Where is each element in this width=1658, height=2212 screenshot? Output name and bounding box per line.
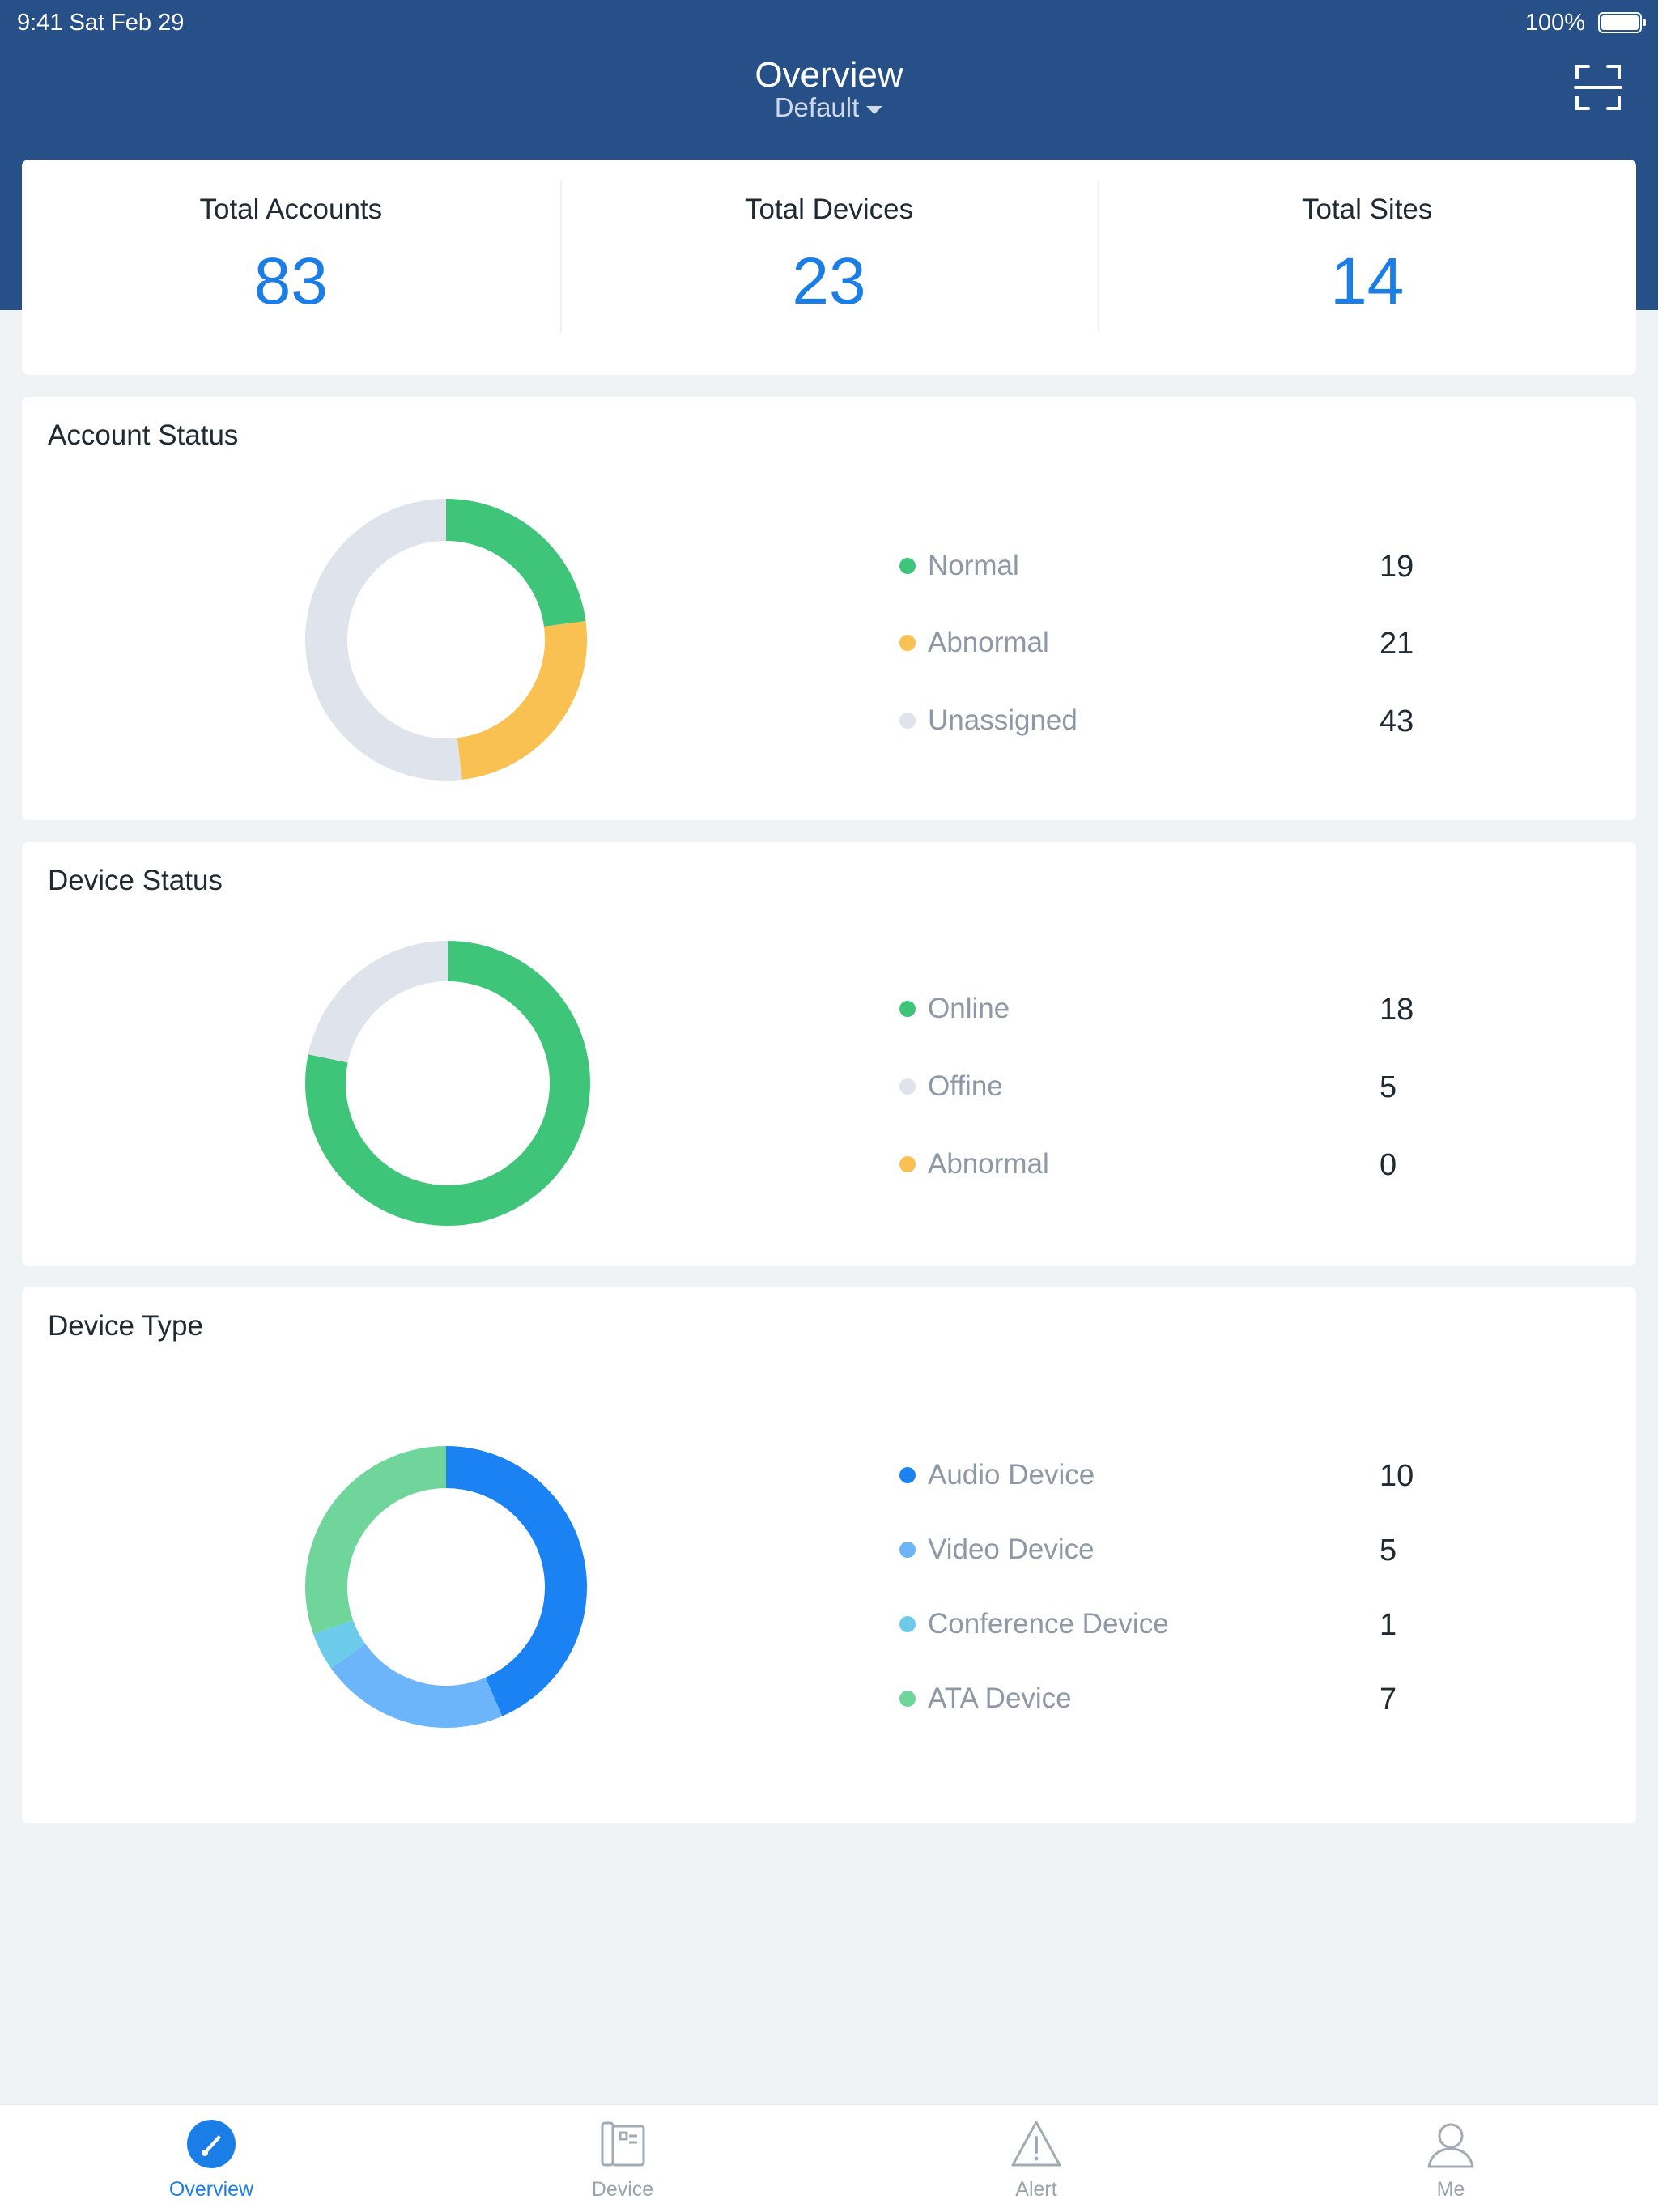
scan-qr-button[interactable] <box>1574 63 1622 112</box>
legend-value: 5 <box>1380 1534 1397 1568</box>
legend-label: ATA Device <box>928 1682 1072 1714</box>
legend-value: 10 <box>1380 1459 1414 1493</box>
legend-label: Abnormal <box>928 627 1049 658</box>
device-type-donut <box>305 1446 587 1728</box>
donut-segment-normal <box>446 499 586 627</box>
site-selector-label: Default <box>774 92 860 122</box>
donut-segment-unassigned <box>304 499 462 781</box>
legend-item-abnormal: Abnormal 21 <box>878 622 1444 662</box>
legend-dot <box>899 1156 916 1172</box>
legend-item-ata-device: ATA Device 7 <box>878 1678 1444 1718</box>
tab-label: Alert <box>1015 2178 1057 2201</box>
legend-item-video-device: Video Device 5 <box>878 1529 1444 1569</box>
summary-value: 14 <box>1330 245 1405 318</box>
legend-label: Normal <box>928 550 1019 581</box>
donut-segment-video-device <box>330 1644 503 1728</box>
total-devices[interactable]: Total Devices 23 <box>559 160 1099 375</box>
status-time: 9:41 Sat Feb 29 <box>17 10 185 36</box>
phone-device-icon <box>601 2121 645 2167</box>
status-bar: 9:41 Sat Feb 29 100% <box>0 0 1658 45</box>
donut-segment-offine <box>308 941 448 1063</box>
card-title: Device Type <box>48 1310 203 1342</box>
donut-segment-conference-device <box>313 1619 366 1669</box>
device-status-donut <box>305 941 590 1226</box>
summary-value: 23 <box>792 245 866 318</box>
legend-dot <box>899 1616 916 1632</box>
summary-card: Total Accounts 83 Total Devices 23 Total… <box>22 160 1636 375</box>
battery-icon <box>1598 12 1646 33</box>
legend-value: 7 <box>1380 1682 1397 1716</box>
total-sites[interactable]: Total Sites 14 <box>1098 160 1636 375</box>
legend-item-online: Online 18 <box>878 988 1444 1028</box>
tab-alert[interactable]: Alert <box>829 2105 1244 2212</box>
legend-dot <box>899 1691 916 1707</box>
legend-item-abnormal: Abnormal 0 <box>878 1143 1444 1184</box>
caret-down-icon <box>866 106 883 114</box>
legend-label: Conference Device <box>928 1608 1169 1640</box>
summary-label: Total Sites <box>1301 194 1433 225</box>
legend-dot <box>899 1467 916 1483</box>
tab-bar: Overview Device Alert <box>0 2104 1658 2212</box>
site-selector[interactable]: Default <box>0 92 1658 123</box>
account-status-donut <box>304 499 587 781</box>
legend-dot <box>899 558 916 574</box>
legend-value: 21 <box>1380 627 1414 661</box>
account-status-card[interactable]: Account Status Normal 19 Abnormal 21 Una… <box>22 397 1636 820</box>
legend-dot <box>899 1001 916 1017</box>
battery-percent: 100% <box>1524 10 1585 36</box>
legend-label: Offine <box>928 1070 1003 1102</box>
legend-label: Unassigned <box>928 704 1078 736</box>
tab-me[interactable]: Me <box>1244 2105 1658 2212</box>
legend-label: Abnormal <box>928 1148 1049 1180</box>
legend-label: Audio Device <box>928 1459 1095 1491</box>
legend-item-normal: Normal 19 <box>878 545 1444 585</box>
legend-dot <box>899 1078 916 1095</box>
legend-value: 43 <box>1380 704 1414 738</box>
donut-segment-ata-device <box>305 1446 446 1635</box>
legend-item-offline: Offine 5 <box>878 1066 1444 1106</box>
legend-item-audio-device: Audio Device 10 <box>878 1454 1444 1495</box>
alert-triangle-icon <box>1011 2121 1061 2167</box>
summary-label: Total Accounts <box>199 194 383 225</box>
tab-device[interactable]: Device <box>415 2105 830 2212</box>
tab-label: Me <box>1436 2178 1465 2201</box>
legend-dot <box>899 713 916 729</box>
card-title: Account Status <box>48 419 239 451</box>
legend-label: Video Device <box>928 1534 1095 1565</box>
person-icon <box>1427 2123 1474 2168</box>
summary-label: Total Devices <box>744 194 914 225</box>
donut-segment-audio-device <box>446 1446 587 1716</box>
speedometer-icon <box>187 2120 236 2168</box>
legend-value: 18 <box>1380 993 1414 1027</box>
legend-value: 5 <box>1380 1070 1397 1104</box>
card-title: Device Status <box>48 865 223 896</box>
device-status-card[interactable]: Device Status Online 18 Offine 5 Abnorma… <box>22 842 1636 1266</box>
summary-value: 83 <box>253 245 328 318</box>
legend-dot <box>899 1542 916 1558</box>
legend-value: 1 <box>1380 1608 1397 1642</box>
legend-label: Online <box>928 993 1010 1024</box>
tab-label: Overview <box>168 2178 254 2201</box>
legend-value: 19 <box>1380 550 1414 584</box>
tab-label: Device <box>591 2178 654 2201</box>
donut-segment-abnormal <box>457 621 587 780</box>
legend-value: 0 <box>1380 1148 1397 1182</box>
total-accounts[interactable]: Total Accounts 83 <box>22 160 560 375</box>
page-title: Overview <box>755 55 903 95</box>
legend-dot <box>899 635 916 651</box>
legend-item-conference-device: Conference Device 1 <box>878 1603 1444 1644</box>
tab-overview[interactable]: Overview <box>4 2105 419 2212</box>
device-type-card[interactable]: Device Type Audio Device 10 Video Device… <box>22 1287 1636 1823</box>
legend-item-unassigned: Unassigned 43 <box>878 700 1444 740</box>
